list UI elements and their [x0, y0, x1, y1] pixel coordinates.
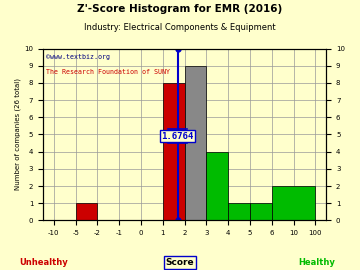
Text: Industry: Electrical Components & Equipment: Industry: Electrical Components & Equipm… — [84, 23, 276, 32]
Text: Healthy: Healthy — [298, 258, 335, 267]
Bar — [163, 83, 185, 220]
Text: Unhealthy: Unhealthy — [19, 258, 68, 267]
Text: ©www.textbiz.org: ©www.textbiz.org — [46, 54, 110, 60]
Bar — [228, 203, 250, 220]
Text: 1.6764: 1.6764 — [162, 132, 194, 141]
Text: Z'-Score Histogram for EMR (2016): Z'-Score Histogram for EMR (2016) — [77, 4, 283, 14]
Text: Score: Score — [166, 258, 194, 267]
Bar — [272, 186, 315, 220]
Bar — [185, 66, 206, 220]
Y-axis label: Number of companies (26 total): Number of companies (26 total) — [15, 79, 22, 190]
Bar — [250, 203, 272, 220]
Bar — [206, 152, 228, 220]
Text: The Research Foundation of SUNY: The Research Foundation of SUNY — [46, 69, 170, 75]
Bar — [76, 203, 98, 220]
